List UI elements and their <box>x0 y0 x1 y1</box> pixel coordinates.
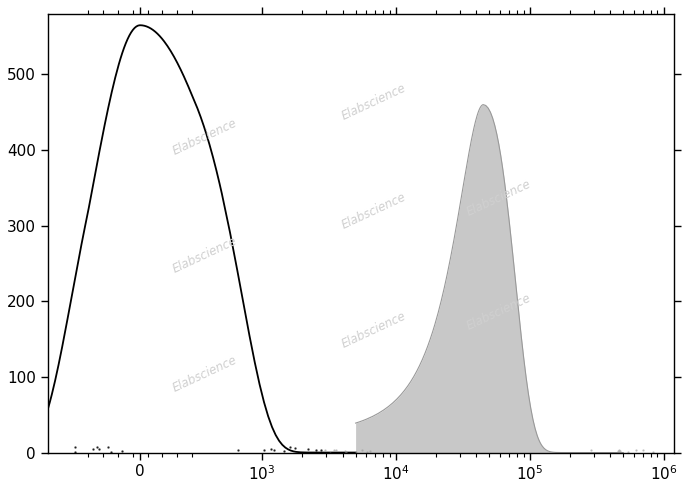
Text: Elabscience: Elabscience <box>170 235 239 276</box>
Text: Elabscience: Elabscience <box>170 353 239 394</box>
Text: Elabscience: Elabscience <box>339 309 408 350</box>
Text: Elabscience: Elabscience <box>339 81 408 122</box>
Text: Elabscience: Elabscience <box>339 191 408 232</box>
Text: Elabscience: Elabscience <box>464 292 533 333</box>
Text: Elabscience: Elabscience <box>464 177 533 219</box>
Text: Elabscience: Elabscience <box>170 116 239 157</box>
